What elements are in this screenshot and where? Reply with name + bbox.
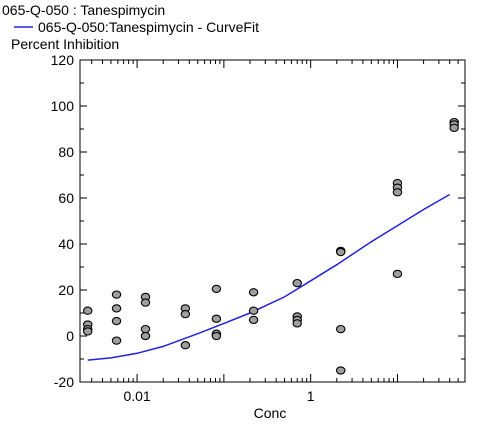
x-axis: 0.01 1	[91, 60, 466, 404]
data-point	[392, 269, 403, 279]
y-axis: -20 0 20 40 60 80 100 120	[51, 52, 465, 390]
y-tick-label: 40	[58, 236, 74, 252]
data-point	[392, 188, 403, 197]
data-point	[180, 309, 191, 319]
data-point	[248, 288, 259, 297]
y-axis-label: Percent Inhibition	[11, 36, 119, 52]
data-point	[111, 304, 122, 313]
y-tick-label: -20	[54, 374, 74, 390]
data-point	[211, 314, 222, 323]
data-points	[82, 117, 459, 375]
data-point	[140, 298, 151, 307]
y-tick-label: 60	[58, 190, 74, 206]
x-axis-label: Conc	[254, 405, 287, 421]
y-tick-label: 80	[58, 144, 74, 160]
data-point	[335, 366, 346, 375]
data-point	[449, 123, 459, 132]
data-point	[211, 331, 222, 341]
legend-entry-curvefit: 065-Q-050:Tanespimycin - CurveFit	[38, 19, 259, 35]
data-point	[140, 331, 151, 341]
y-tick-label: 20	[58, 282, 74, 298]
chart-title: 065-Q-050 : Tanespimycin	[2, 2, 165, 18]
y-tick-label: 120	[51, 52, 75, 68]
data-point	[111, 316, 122, 326]
x-tick-label: 1	[307, 388, 315, 404]
plot-frame	[79, 59, 466, 383]
data-point	[292, 319, 302, 328]
data-point	[82, 327, 93, 336]
y-tick-label: 100	[51, 98, 75, 114]
data-point	[248, 315, 259, 325]
data-point	[211, 284, 222, 293]
y-tick-label: 0	[66, 328, 74, 344]
data-point	[292, 278, 302, 288]
data-point	[140, 324, 151, 334]
data-point	[248, 306, 259, 315]
curve-fit-line	[87, 193, 451, 361]
x-tick-label: 0.01	[123, 388, 150, 404]
data-point	[111, 336, 122, 345]
data-point	[335, 324, 346, 334]
data-point	[180, 341, 191, 350]
data-point	[82, 306, 93, 315]
data-point	[335, 247, 346, 257]
data-point	[111, 290, 122, 299]
